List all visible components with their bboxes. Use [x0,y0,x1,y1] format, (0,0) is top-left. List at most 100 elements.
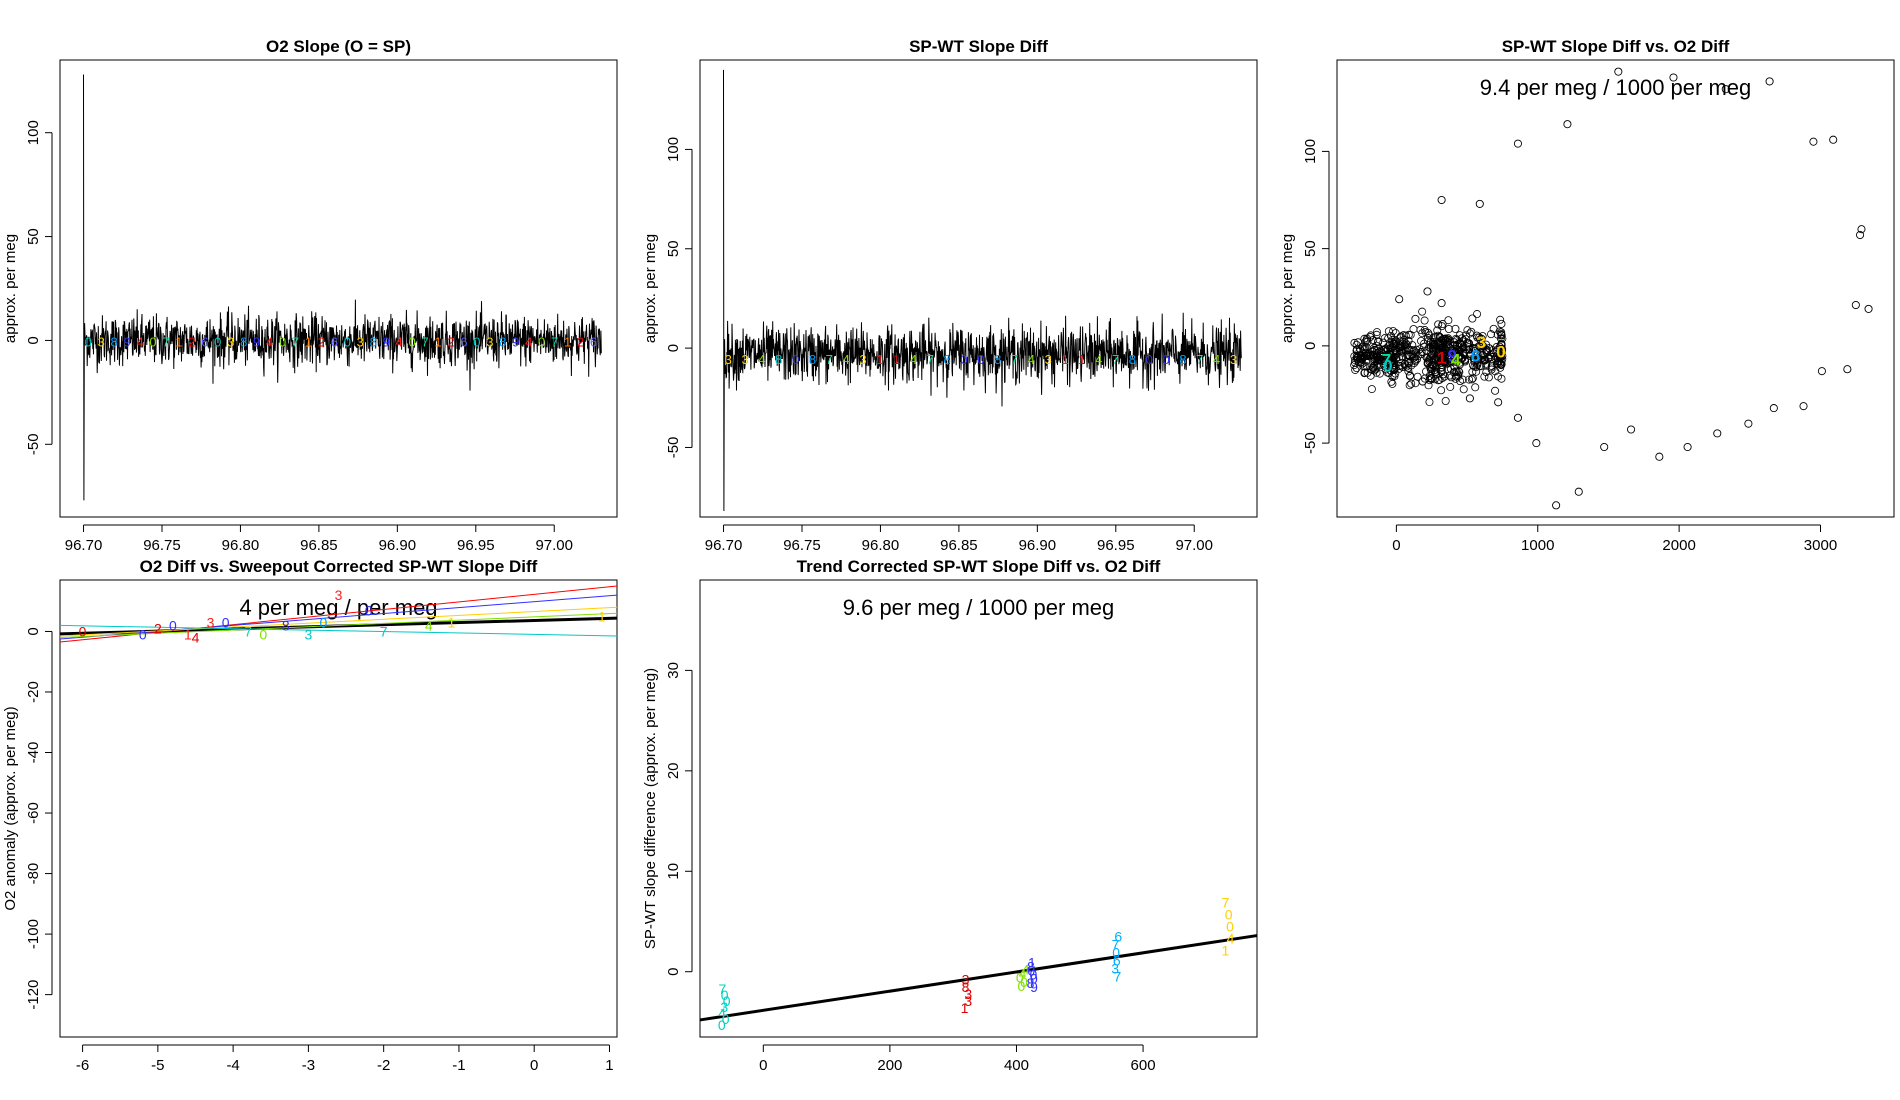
scatter-point [1388,372,1397,381]
scatter-point [1360,334,1369,343]
data-point: 1 [598,608,606,624]
data-point: 0 [79,623,87,639]
scatter-point [1356,354,1365,363]
x-tick-label: -5 [151,1057,164,1074]
data-point: 0 [222,614,230,630]
cycle-marker: 4 [136,334,143,349]
scatter-point [1484,373,1493,382]
x-tick-label: 97.00 [1175,537,1213,554]
scatter-point [1420,339,1429,348]
data-point: 1 [184,626,192,642]
cycle-marker: 8 [775,352,782,367]
scatter-point [1447,373,1456,382]
scatter-point [1470,357,1479,366]
scatter-point [1424,333,1433,342]
cycle-marker: 9 [512,334,519,349]
scatter-point [1370,346,1379,355]
scatter-point [1451,372,1460,381]
fit-line [59,594,618,640]
scatter-point [1371,365,1380,374]
cycle-marker: 8 [111,334,118,349]
cycle-marker: 4 [266,334,273,349]
slope-annotation: 9.4 per meg / 1000 per meg [1480,75,1752,100]
scatter-point [1441,397,1450,406]
outlier-point [1494,398,1503,407]
scatter-point [1389,327,1398,336]
scatter-point [1456,377,1465,386]
scatter-point [1437,344,1446,353]
y-axis-label: O2 anomaly (approx. per meg) [2,706,19,910]
scatter-point [1388,379,1397,388]
scatter-point [1431,332,1440,341]
scatter-point [1351,365,1360,374]
data-point: 0 [259,626,267,642]
scatter-point [1378,356,1387,365]
scatter-point [1358,342,1367,351]
cycle-marker: 1 [1061,352,1068,367]
cycle-marker: 3 [741,352,748,367]
scatter-point [1496,334,1505,343]
scatter-point [1437,356,1446,365]
panel-o2-slope: O2 Slope (O = SP) 96.70 96.75 96.80 96.85 96.… [2,37,618,554]
scatter-point [1483,346,1492,355]
y-axis-label: approx. per meg [1279,234,1296,343]
cycle-marker: 9 [383,334,390,349]
group-point: 4 [1019,966,1027,982]
cycle-marker: 0 [977,352,984,367]
outlier-point [1614,67,1623,76]
plot-frame [699,579,1258,1038]
scatter-point [1411,379,1420,388]
group-point: 8 [1027,959,1035,975]
group-point: 0 [718,1017,726,1033]
x-tick-label: 1000 [1521,537,1554,554]
outlier-point [1437,299,1446,308]
cycle-marker: 2 [318,334,325,349]
cycle-marker: 7 [162,334,169,349]
group-point: 4 [718,1005,726,1021]
scatter-point [1468,374,1477,383]
cycle-marker: 1 [893,352,900,367]
y-tick-label: 0 [25,336,42,344]
scatter-point [1434,354,1443,363]
panel-sp-wt-slope-diff: SP-WT Slope Diff 96.70 96.75 96.80 96.85 96.9… [642,37,1258,554]
cycle-marker: 3 [1230,352,1237,367]
group-point: 3 [964,993,972,1009]
cycle-marker: 9 [253,334,260,349]
y-tick-label: -50 [25,433,42,455]
y-tick-label: 20 [665,762,682,779]
scatter-point [1487,363,1496,372]
x-tick-label: 96.90 [1019,537,1057,554]
x-tick-label: 96.70 [65,537,103,554]
cycle-marker: 2 [447,334,454,349]
scatter-point [1459,385,1468,394]
scatter-point [1433,326,1442,335]
scatter-point [1396,347,1405,356]
panel-o2-diff-vs-sweepout: O2 Diff vs. Sweepout Corrected SP-WT Slo… [2,557,618,1074]
cycle-marker: 7 [292,334,299,349]
data-point: 4 [425,617,433,633]
y-tick-label: 50 [665,240,682,257]
x-tick-label: 0 [1392,537,1400,554]
outlier-point [1465,394,1474,403]
cycle-marker: 0 [1146,352,1153,367]
scatter-point [1386,331,1395,340]
cycle-marker: 4 [758,352,765,367]
cycle-marker: 3 [227,334,234,349]
data-point: 3 [304,626,312,642]
scatter-point [1398,352,1407,361]
series-trace [723,69,1242,512]
cycle-marker: 4 [525,334,532,349]
scatter-point [1441,357,1450,366]
data-point: 1 [448,614,456,630]
series-trace [83,74,602,501]
scatter-point [1465,375,1474,384]
scatter-point [1387,356,1396,365]
scatter-point [1425,357,1434,366]
scatter-point [1420,326,1429,335]
scatter-point [1476,335,1485,344]
group-point: 0 [1225,906,1233,922]
outlier-point [1655,452,1664,461]
scatter-point [1482,340,1491,349]
outlier-point [1857,225,1866,234]
scatter-point [1410,353,1419,362]
